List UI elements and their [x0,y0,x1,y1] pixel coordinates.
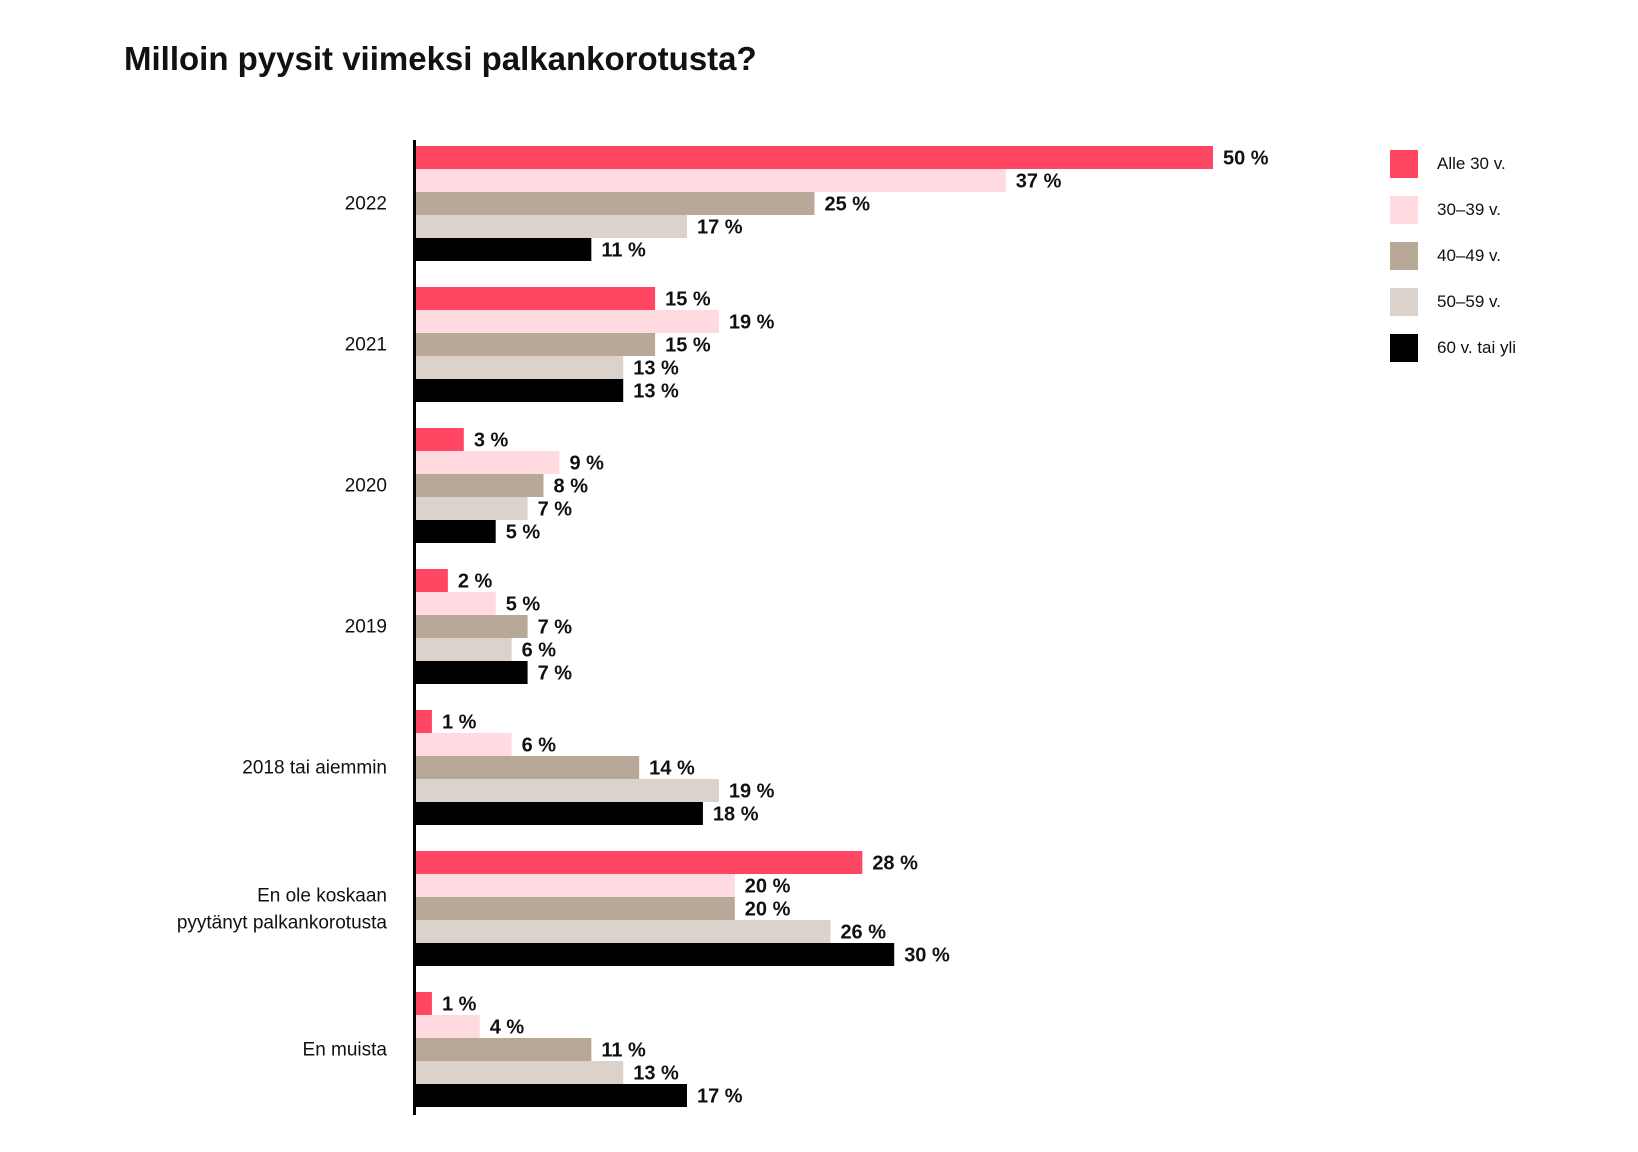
category-label: 2018 tai aiemmin [242,758,387,779]
data-label: 26 % [840,922,886,944]
bar [416,287,656,310]
bar [416,1015,480,1038]
bar [416,943,895,966]
bar [416,451,560,474]
data-label: 25 % [825,194,871,216]
legend-swatch [1390,334,1418,362]
legend-item: Alle 30 v. [1390,150,1506,178]
bar [416,992,432,1015]
legend-swatch [1390,150,1418,178]
data-label: 1 % [442,712,477,734]
data-label: 9 % [569,453,604,475]
bar [416,428,464,451]
bar [416,520,496,543]
bar [416,851,863,874]
data-label: 18 % [713,804,759,826]
bar [416,474,544,497]
bar [416,569,448,592]
bar [416,379,624,402]
bar [416,356,624,379]
legend-label: 30–39 v. [1437,200,1501,219]
legend-swatch [1390,242,1418,270]
category-label: En muista [303,1040,388,1061]
data-label: 7 % [538,499,573,521]
bar [416,920,831,943]
data-label: 20 % [745,876,791,898]
legend-label: Alle 30 v. [1437,154,1506,173]
data-label: 19 % [729,781,775,803]
data-label: 4 % [490,1017,525,1039]
bar [416,497,528,520]
bar [416,333,656,356]
bar [416,710,432,733]
bar [416,1061,624,1084]
data-label: 13 % [633,358,679,380]
bar [416,661,528,684]
bar [416,169,1006,192]
data-label: 17 % [697,1086,743,1108]
data-label: 11 % [601,240,646,262]
legend-swatch [1390,196,1418,224]
bar [416,310,719,333]
data-label: 5 % [506,522,541,544]
bar [416,215,687,238]
legend-item: 50–59 v. [1390,288,1501,316]
legend-item: 60 v. tai yli [1390,334,1516,362]
category-label: 2021 [345,335,387,356]
data-label: 6 % [522,640,557,662]
category-label: En ole koskaan pyytänyt palkankorotusta [177,886,388,934]
data-label: 8 % [554,476,589,498]
category-label: 2019 [345,617,387,638]
bar [416,192,815,215]
chart-title: Milloin pyysit viimeksi palkankorotusta? [124,40,757,77]
bar [416,238,592,261]
bar [416,874,735,897]
data-label: 37 % [1016,171,1062,193]
data-label: 14 % [649,758,695,780]
category-label: 2022 [345,194,387,215]
category-label: 2020 [345,476,387,497]
bar [416,756,640,779]
data-label: 7 % [538,663,573,685]
bar [416,592,496,615]
legend-item: 40–49 v. [1390,242,1501,270]
data-label: 13 % [633,1063,679,1085]
data-label: 15 % [665,289,711,311]
bar [416,779,719,802]
bar [416,897,735,920]
bar [416,146,1213,169]
legend-label: 60 v. tai yli [1437,338,1517,357]
bar [416,1038,592,1061]
data-label: 50 % [1223,148,1269,170]
data-label: 5 % [506,594,541,616]
data-label: 15 % [665,335,711,357]
legend-swatch [1390,288,1418,316]
data-label: 2 % [458,571,493,593]
data-label: 6 % [522,735,557,757]
data-label: 19 % [729,312,775,334]
data-label: 17 % [697,217,743,239]
bar [416,802,703,825]
data-label: 11 % [601,1040,646,1062]
legend-label: 50–59 v. [1437,292,1501,311]
data-label: 30 % [904,945,950,967]
data-label: 20 % [745,899,791,921]
bar [416,615,528,638]
bar [416,733,512,756]
data-label: 7 % [538,617,573,639]
legend-item: 30–39 v. [1390,196,1501,224]
data-label: 3 % [474,430,509,452]
legend-label: 40–49 v. [1437,246,1501,265]
data-label: 13 % [633,381,679,403]
data-label: 28 % [872,853,918,875]
data-label: 1 % [442,994,477,1016]
bar [416,638,512,661]
bar [416,1084,687,1107]
